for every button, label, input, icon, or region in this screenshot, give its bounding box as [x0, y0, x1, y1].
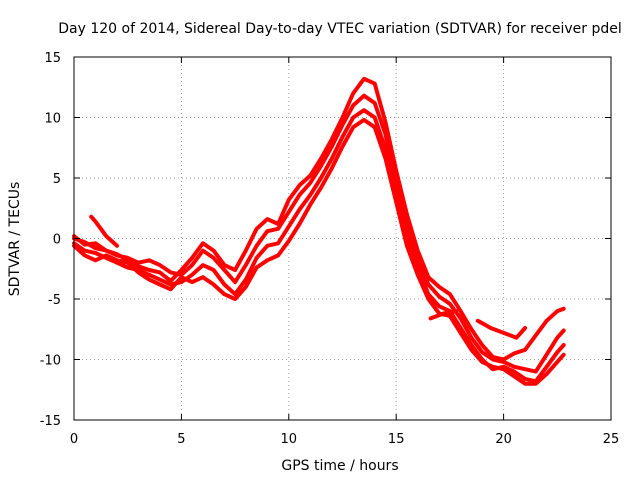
y-tick-label: 0: [53, 233, 61, 248]
series-line-track-b: [72, 93, 566, 374]
x-tick-label: 20: [495, 432, 512, 447]
tick-layer: [73, 56, 612, 421]
x-tick-label: 5: [177, 432, 185, 447]
y-tick-label: 15: [44, 51, 61, 66]
series-line-track-f: [428, 309, 459, 321]
x-tick-label: 15: [388, 432, 405, 447]
y-tick-label: -15: [40, 414, 61, 429]
label-layer: 0 5 10 15 20 25 -15 -10 -5 0 5 10 15: [40, 51, 620, 447]
x-tick-label: 25: [603, 432, 620, 447]
y-tick-label: 5: [53, 172, 61, 187]
x-tick-label: 0: [70, 432, 78, 447]
series-layer: [72, 76, 566, 386]
y-axis-title: SDTVAR / TECUs: [7, 182, 23, 297]
series-line-track-g: [475, 318, 528, 340]
x-tick-label: 10: [281, 432, 298, 447]
y-tick-label: 10: [44, 112, 61, 127]
y-tick-label: -5: [48, 293, 61, 308]
x-axis-title: GPS time / hours: [281, 458, 398, 474]
series-line-track-e: [89, 214, 119, 248]
series-line-track-a: [72, 76, 566, 362]
chart-title: Day 120 of 2014, Sidereal Day-to-day VTE…: [58, 21, 622, 37]
y-tick-label: -10: [40, 354, 61, 369]
series-line-track-d: [72, 117, 566, 386]
